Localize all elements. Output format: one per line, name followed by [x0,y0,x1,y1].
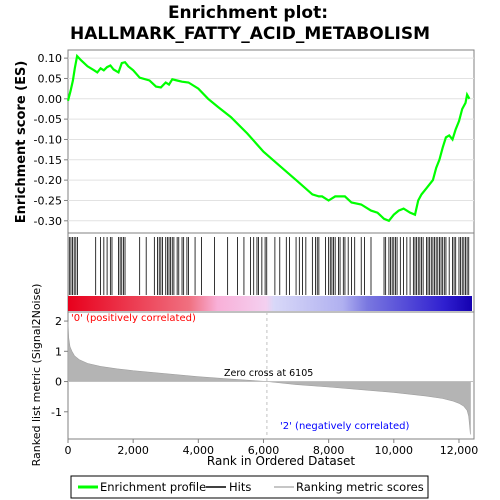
x-tick-label: 2,000 [117,444,149,457]
x-tick-label: 4,000 [183,444,215,457]
es-y-tick-label: 0.05 [38,72,63,85]
es-y-ticks: 0.10 0.05 0.00 -0.05 -0.10 -0.15 -0.20 -0.25 -0.… [34,52,68,228]
x-tick-label: 0 [65,444,72,457]
metric-y-tick-label: 1 [55,345,62,358]
metric-x-ticks: 0 2,000 4,000 6,000 8,000 10,000 12,000 [65,439,479,457]
metric-y-tick-label: 2 [55,315,62,328]
positive-correlation-label: '0' (positively correlated) [71,313,196,324]
es-y-tick-label: -0.30 [34,215,62,228]
metric-y-tick-label: -1 [51,406,62,419]
rank-color-bar [68,296,472,311]
es-gridlines [68,57,474,222]
legend-hits-label: Hits [229,480,251,494]
hits-marks [68,237,470,295]
es-y-tick-label: -0.25 [34,194,62,207]
x-tick-label: 12,000 [440,444,479,457]
chart-title-line1: Enrichment plot: [168,3,328,23]
x-tick-label: 6,000 [248,444,280,457]
es-panel [67,49,475,234]
x-axis-label: Rank in Ordered Dataset [207,454,355,468]
metric-y-axis-label: Ranked list metric (Signal2Noise) [30,284,43,467]
legend-metric-label: Ranking metric scores [296,480,424,494]
metric-y-tick-label: 0 [55,376,62,389]
negative-correlation-label: '2' (negatively correlated) [280,421,409,432]
es-series-line [66,53,471,223]
x-tick-label: 10,000 [375,444,414,457]
legend-enrichment-label: Enrichment profile [100,480,206,494]
es-y-tick-label: -0.20 [34,174,62,187]
es-y-tick-label: 0.10 [38,52,63,65]
x-tick-label: 8,000 [313,444,345,457]
metric-y-ticks: 2 1 0 -1 [51,315,68,419]
es-y-tick-label: -0.10 [34,133,62,146]
zero-cross-label: Zero cross at 6105 [224,368,313,379]
chart-title-line2: HALLMARK_FATTY_ACID_METABOLISM [70,24,430,44]
legend-box [70,475,429,499]
es-y-tick-label: -0.05 [34,113,62,126]
es-y-tick-label: 0.00 [38,93,63,106]
es-y-tick-label: -0.15 [34,154,62,167]
es-y-axis-label: Enrichment score (ES) [14,61,29,224]
metric-area [67,321,471,435]
